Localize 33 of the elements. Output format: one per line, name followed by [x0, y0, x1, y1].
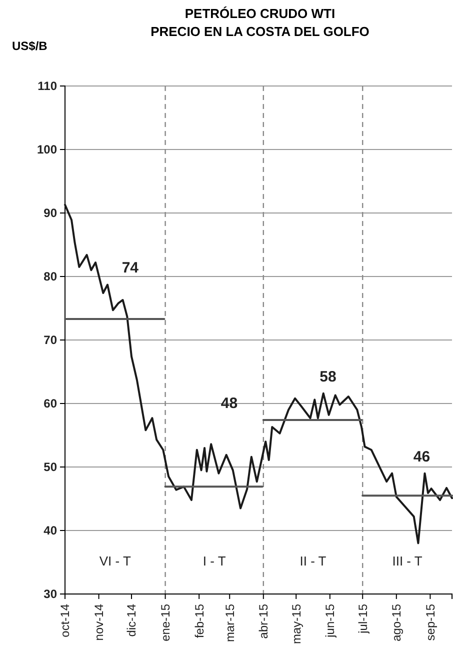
- chart-title: PETRÓLEO CRUDO WTI: [184, 6, 336, 21]
- y-tick-label: 70: [44, 332, 58, 347]
- x-tick-label: sep-15: [423, 604, 438, 641]
- x-tick-label: may-15: [289, 604, 304, 644]
- y-tick-label: 40: [44, 523, 58, 538]
- annotation: 46: [413, 448, 430, 466]
- x-tick-label: dic-14: [124, 604, 139, 637]
- x-tick-label: oct-14: [58, 604, 72, 638]
- x-tick-label: ene-15: [158, 604, 172, 642]
- x-tick-label: mar-15: [222, 604, 237, 642]
- y-tick-label: 110: [38, 78, 58, 93]
- line-series: [64, 204, 453, 544]
- x-tick-label: abr-15: [256, 604, 271, 639]
- y-tick-label: 60: [44, 396, 58, 410]
- y-tick-label: 80: [44, 269, 58, 284]
- x-tick-label: feb-15: [192, 604, 206, 638]
- y-tick-label: 50: [44, 460, 58, 474]
- annotation: 58: [320, 368, 336, 386]
- annotation: 74: [122, 260, 140, 277]
- chart-subtitle: PRECIO EN LA COSTA DEL GOLFO: [150, 24, 370, 39]
- x-tick-label: jun-15: [323, 604, 338, 638]
- annotation: II - T: [300, 553, 326, 568]
- y-tick-label: 100: [36, 142, 58, 156]
- x-tick-label: ago-15: [390, 604, 404, 642]
- y-tick-label: 30: [44, 586, 58, 601]
- y-tick-label: 90: [44, 206, 58, 220]
- x-tick-label: jul-15: [356, 604, 370, 634]
- x-tick-label: nov-14: [92, 604, 106, 641]
- annotation: VI - T: [99, 553, 131, 568]
- annotation: III - T: [392, 553, 422, 568]
- annotation: I - T: [202, 553, 226, 568]
- annotation: 48: [220, 394, 238, 412]
- y-axis-title: US$/B: [12, 39, 48, 53]
